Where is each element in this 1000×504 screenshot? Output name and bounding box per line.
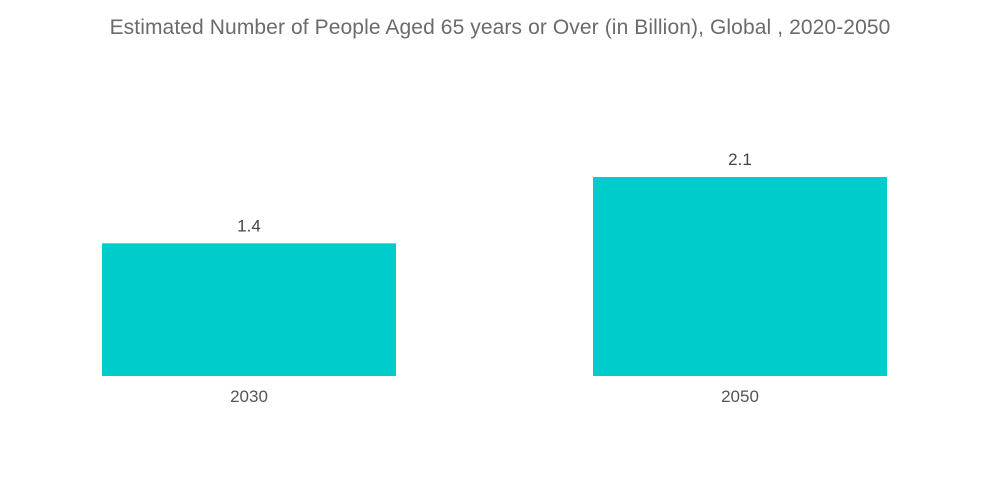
bar-2050 <box>593 177 887 376</box>
ticks-layer: 2030 2050 <box>230 387 759 406</box>
data-label-2030: 1.4 <box>237 216 261 235</box>
x-tick-label-2050: 2050 <box>721 387 759 406</box>
data-label-2050: 2.1 <box>728 150 752 169</box>
bar-2030 <box>102 243 396 376</box>
x-tick-label-2030: 2030 <box>230 387 268 406</box>
chart-title: Estimated Number of People Aged 65 years… <box>109 16 891 39</box>
bars-layer <box>102 177 887 376</box>
labels-layer: 1.4 2.1 <box>237 150 752 235</box>
